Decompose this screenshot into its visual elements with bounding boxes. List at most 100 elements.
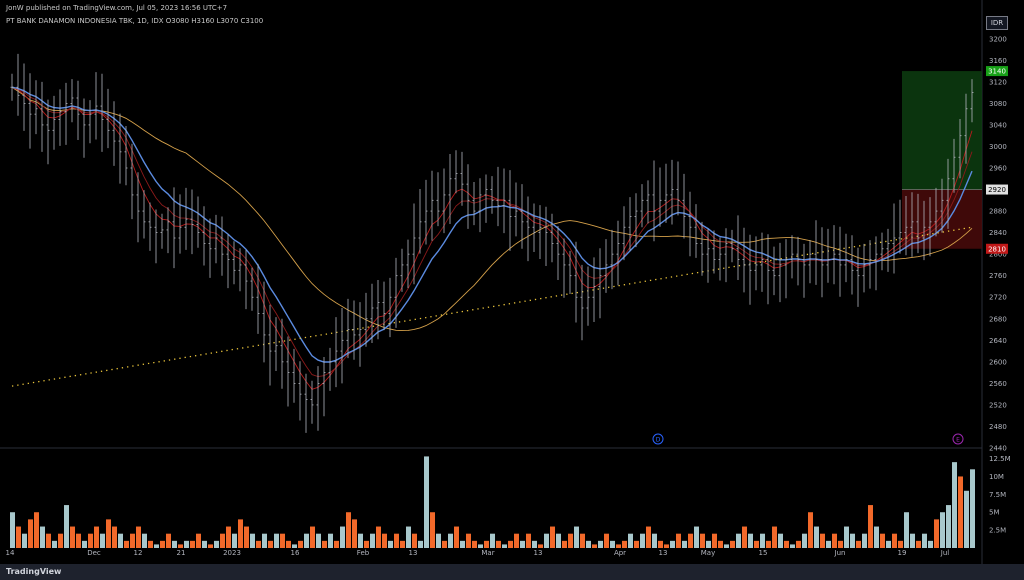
volume-bar (772, 526, 777, 548)
volume-bar (244, 526, 249, 548)
time-tick-label: 16 (291, 549, 300, 557)
volume-bar (526, 533, 531, 548)
volume-bar (646, 526, 651, 548)
volume-bar (550, 526, 555, 548)
volume-bar (130, 533, 135, 548)
volume-bar (286, 540, 291, 548)
volume-bar (448, 533, 453, 548)
time-axis[interactable]: 14 Dec 12 21 2023 16 Feb 13 Mar 13 Apr 13 May 15 Jun 19… (6, 549, 950, 557)
volume-bar (226, 526, 231, 548)
volume-bar (748, 533, 753, 548)
volume-bar (508, 540, 513, 548)
time-tick-label: 13 (409, 549, 418, 557)
volume-bar (154, 544, 159, 548)
volume-bar (934, 519, 939, 548)
volume-bar (580, 533, 585, 548)
time-tick-label: Jul (940, 549, 950, 557)
volume-bar (136, 526, 141, 548)
volume-bar (970, 469, 975, 548)
volume-bar (808, 512, 813, 548)
dividend-marker-letter: D (656, 437, 661, 444)
volume-bar (178, 544, 183, 548)
volume-bar (82, 540, 87, 548)
volume-bar (616, 544, 621, 548)
price-tick-label: 2560 (989, 380, 1007, 388)
volume-bar (112, 526, 117, 548)
volume-bar (370, 533, 375, 548)
volume-bar (274, 533, 279, 548)
volume-bar (694, 526, 699, 548)
volume-bar (604, 533, 609, 548)
price-tick-label: 3080 (989, 100, 1007, 108)
volume-bar (358, 533, 363, 548)
volume-bar (658, 540, 663, 548)
time-tick-label: 13 (534, 549, 543, 557)
volume-bar (262, 533, 267, 548)
volume-bar (712, 533, 717, 548)
volume-bar (466, 533, 471, 548)
volume-bar (862, 533, 867, 548)
volume-bar (640, 533, 645, 548)
volume-bar (598, 540, 603, 548)
volume-bar (124, 540, 129, 548)
volume-bar (382, 533, 387, 548)
volume-bar (394, 533, 399, 548)
volume-bar (202, 540, 207, 548)
volume-bar (208, 544, 213, 548)
volume-bar (742, 526, 747, 548)
volume-bar (142, 533, 147, 548)
volume-bar (472, 540, 477, 548)
volume-bar (322, 540, 327, 548)
volume-bar (412, 533, 417, 548)
volume-bar (406, 526, 411, 548)
time-tick-label: Mar (481, 549, 494, 557)
volume-bar (454, 526, 459, 548)
volume-bar (628, 533, 633, 548)
price-tick-label: 2960 (989, 165, 1007, 173)
volume-bar (904, 512, 909, 548)
volume-bar (106, 519, 111, 548)
volume-bar (700, 533, 705, 548)
volume-bar (352, 519, 357, 548)
volume-bar (892, 533, 897, 548)
volume-bar (364, 540, 369, 548)
earnings-marker-circle (952, 433, 964, 445)
volume-bar (544, 533, 549, 548)
volume-bar (196, 533, 201, 548)
volume-bar (682, 540, 687, 548)
volume-bar (190, 540, 195, 548)
volume-bar (256, 540, 261, 548)
volume-bars (10, 456, 975, 548)
volume-bar (334, 540, 339, 548)
volume-bar (46, 533, 51, 548)
volume-bar (328, 533, 333, 548)
volume-bar (160, 540, 165, 548)
volume-bar (676, 533, 681, 548)
volume-bar (736, 533, 741, 548)
volume-bar (958, 476, 963, 548)
volume-bar (238, 519, 243, 548)
price-tick-label: 2720 (989, 294, 1007, 302)
time-tick-label: Dec (87, 549, 101, 557)
tradingview-logo[interactable]: TradingView (6, 567, 62, 576)
time-tick-label: Apr (614, 549, 626, 557)
volume-bar (496, 540, 501, 548)
volume-bar (16, 526, 21, 548)
volume-bar (868, 505, 873, 548)
volume-bar (886, 540, 891, 548)
volume-bar (118, 533, 123, 548)
volume-bar (304, 533, 309, 548)
volume-bar (562, 540, 567, 548)
price-tick-label: 3160 (989, 57, 1007, 65)
grid (0, 0, 983, 564)
volume-bar (568, 533, 573, 548)
volume-bar (88, 533, 93, 548)
volume-bar (94, 526, 99, 548)
price-axis[interactable]: 3200 3160 3120 3080 3040 3000 2960 2920 2880 2840… (989, 35, 1007, 452)
volume-bar (718, 540, 723, 548)
volume-bar (40, 526, 45, 548)
ma-orange-line (11, 86, 973, 332)
currency-button[interactable]: IDR (986, 16, 1008, 30)
